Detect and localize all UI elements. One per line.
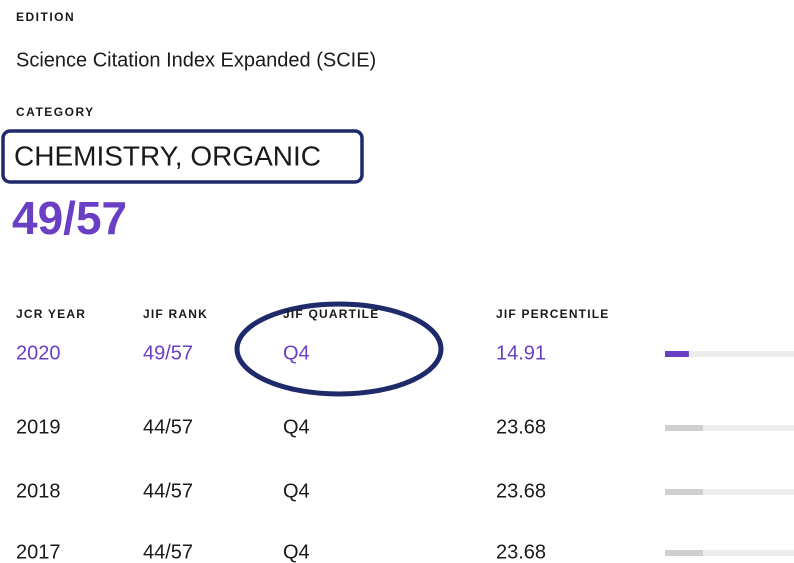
category-highlight-box (1, 129, 364, 184)
percentile-bar (665, 489, 703, 495)
column-header: JIF PERCENTILE (496, 307, 609, 321)
table-cell: 23.68 (496, 480, 546, 502)
percentile-track (665, 489, 794, 495)
edition: Science Citation Index Expanded (SCIE) (16, 49, 376, 71)
table-cell: 2017 (16, 541, 61, 563)
rank: 49/57 (12, 192, 127, 244)
percentile-bar (665, 425, 703, 431)
percentile-track (665, 425, 794, 431)
table-cell: 23.68 (496, 416, 546, 438)
table-cell: 44/57 (143, 480, 193, 502)
table-cell: 49/57 (143, 342, 193, 364)
column-header: JIF QUARTILE (283, 307, 379, 321)
table-cell: Q4 (283, 480, 310, 502)
table-cell: 44/57 (143, 541, 193, 563)
category: CHEMISTRY, ORGANIC (14, 140, 321, 171)
column-header: JCR YEAR (16, 307, 86, 321)
table-cell: 2018 (16, 480, 61, 502)
table-cell: Q4 (283, 342, 310, 364)
table-cell: 2019 (16, 416, 61, 438)
percentile-track (665, 351, 794, 357)
table-cell: Q4 (283, 541, 310, 563)
edition-label: EDITION (16, 10, 75, 24)
column-header: JIF RANK (143, 307, 208, 321)
percentile-bar (665, 351, 689, 357)
table-cell: Q4 (283, 416, 310, 438)
percentile-bar (665, 550, 703, 556)
category-label: CATEGORY (16, 105, 95, 119)
quartile-highlight-ellipse (234, 301, 444, 397)
percentile-track (665, 550, 794, 556)
table-cell: 44/57 (143, 416, 193, 438)
table-cell: 23.68 (496, 541, 546, 563)
table-cell: 2020 (16, 342, 61, 364)
table-cell: 14.91 (496, 342, 546, 364)
